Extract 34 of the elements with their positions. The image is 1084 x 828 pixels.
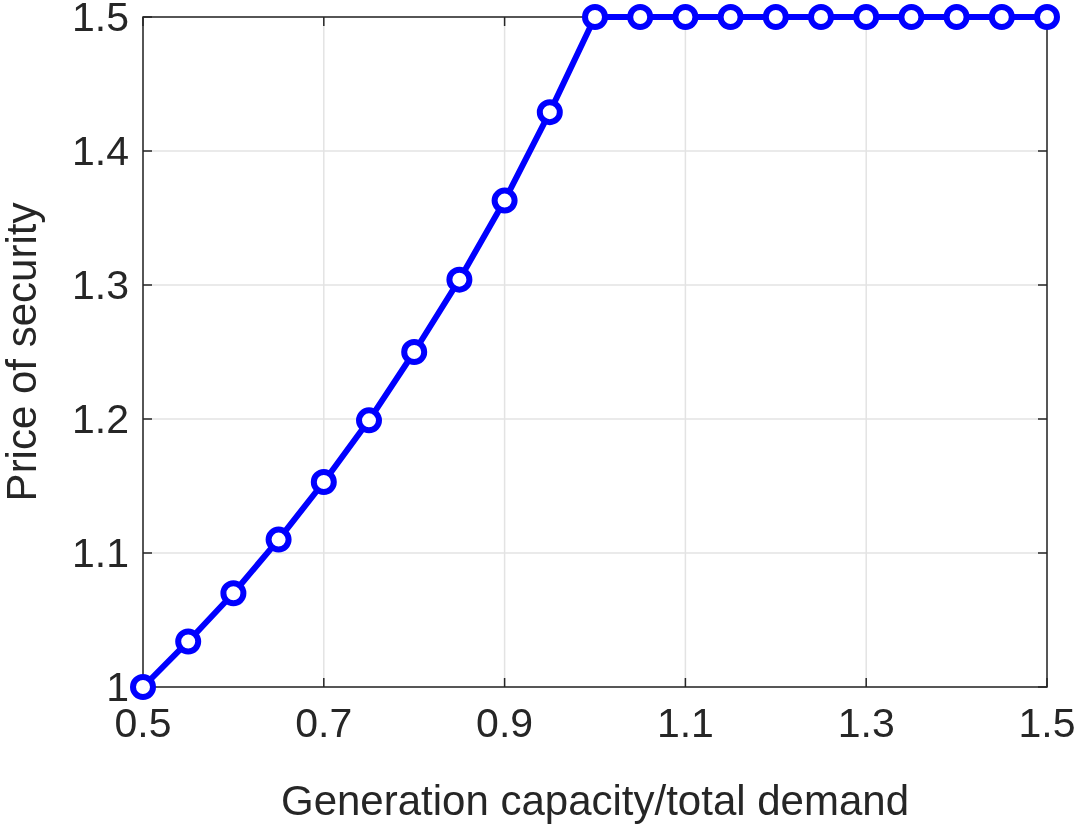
point bbox=[220, 580, 247, 607]
x-tick-label: 0.9 bbox=[476, 700, 534, 746]
x-axis-title: Generation capacity/total demand bbox=[280, 777, 910, 824]
point bbox=[1034, 4, 1060, 30]
point bbox=[175, 628, 202, 655]
point bbox=[627, 4, 654, 30]
y-tick-label: 1.3 bbox=[72, 262, 129, 309]
point bbox=[853, 4, 880, 30]
point bbox=[265, 526, 292, 553]
point bbox=[808, 4, 834, 30]
point bbox=[401, 339, 428, 365]
point bbox=[898, 4, 925, 30]
y-tick-label: 1.1 bbox=[72, 530, 129, 577]
x-tick-label: 1.1 bbox=[656, 700, 714, 746]
y-tick-label: 1.2 bbox=[72, 396, 129, 443]
point bbox=[582, 4, 608, 30]
point bbox=[446, 266, 473, 293]
point bbox=[988, 4, 1015, 30]
y-axis-title: Price of security bbox=[0, 202, 45, 502]
point bbox=[943, 4, 970, 30]
point bbox=[672, 4, 699, 30]
point bbox=[356, 407, 382, 434]
point bbox=[717, 4, 744, 30]
x-tick-label: 0.5 bbox=[114, 700, 172, 746]
x-tick-label: 1.3 bbox=[837, 700, 895, 746]
y-tick-label: 1.5 bbox=[72, 0, 129, 41]
x-tick-label: 1.5 bbox=[1018, 700, 1076, 746]
point bbox=[310, 468, 337, 495]
point bbox=[536, 99, 563, 126]
point bbox=[130, 674, 156, 700]
point bbox=[491, 187, 518, 214]
x-tick-label: 0.7 bbox=[295, 700, 353, 746]
point bbox=[762, 4, 789, 30]
y-tick-label: 1.4 bbox=[72, 128, 129, 175]
